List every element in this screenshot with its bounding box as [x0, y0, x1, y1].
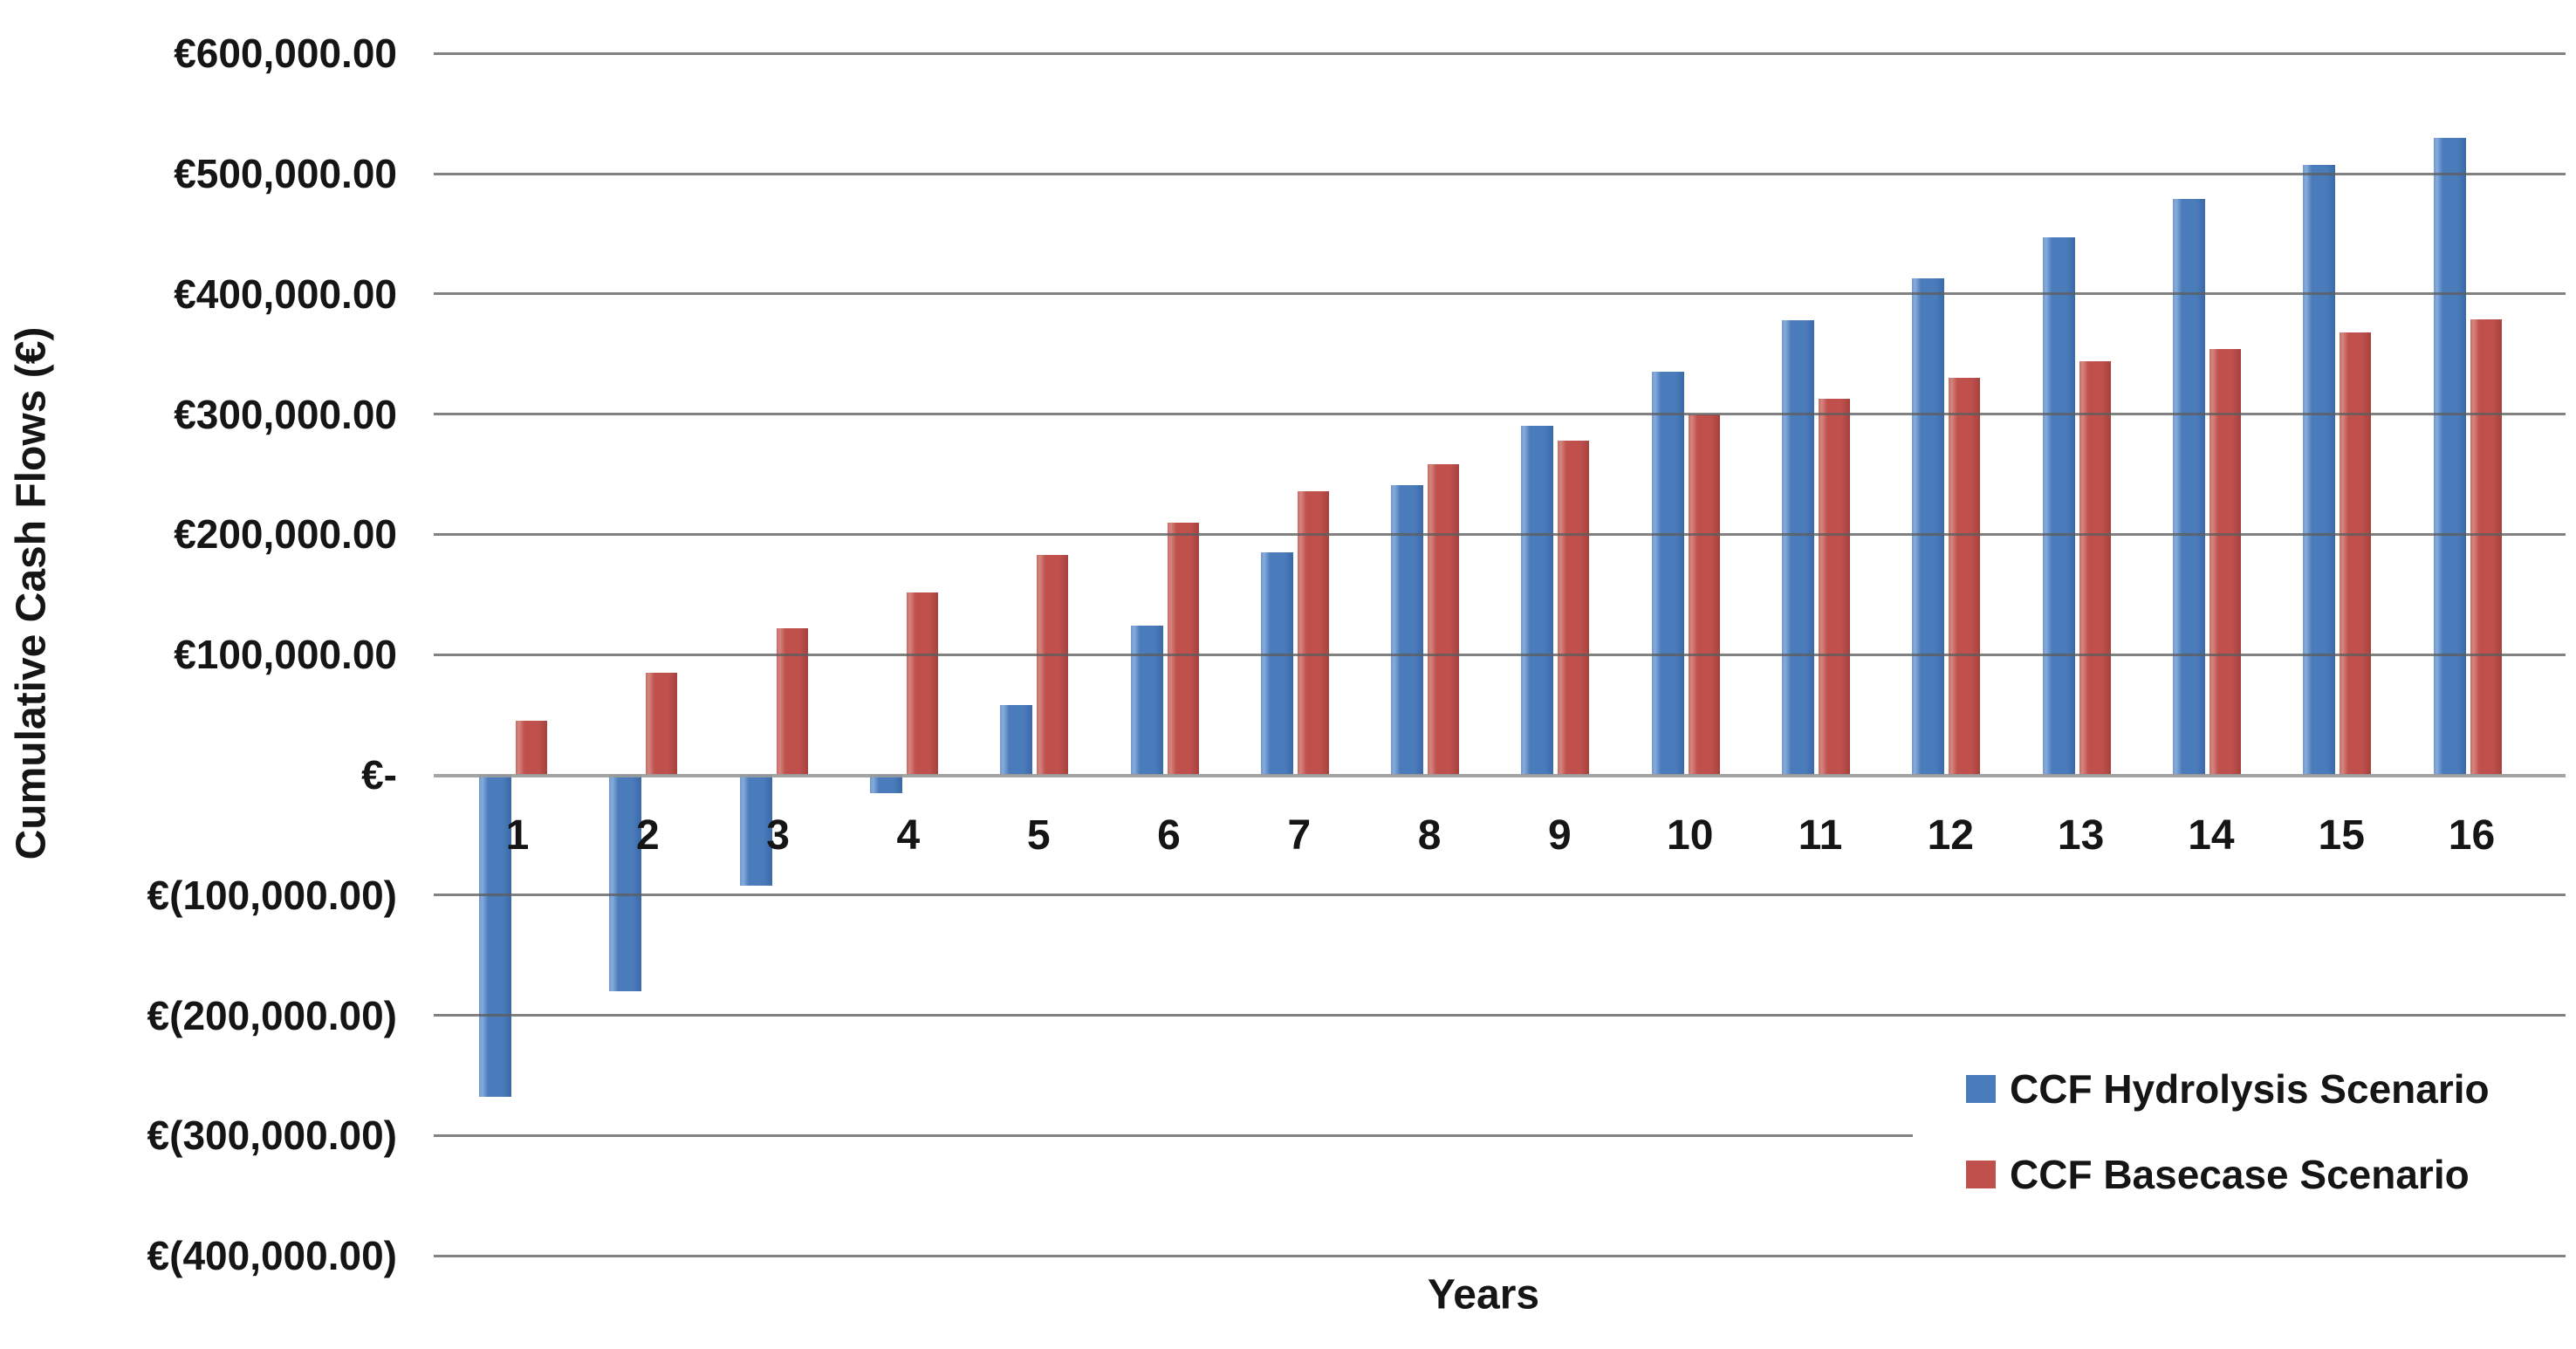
gridline: [434, 292, 2566, 296]
bar-basecase-year-9: [1558, 440, 1590, 775]
y-tick-label: €500,000.00: [174, 151, 397, 196]
bar-hydrolysis-year-10: [1651, 372, 1684, 775]
x-tick-label-year-9: 9: [1548, 812, 1572, 859]
bar-hydrolysis-year-1: [479, 775, 511, 1098]
bar-basecase-year-13: [2079, 360, 2111, 775]
x-tick-label-year-15: 15: [2318, 812, 2365, 859]
x-axis-title: Years: [1427, 1271, 1540, 1318]
bar-basecase-year-4: [906, 592, 938, 775]
x-tick-label-year-7: 7: [1287, 812, 1312, 859]
y-tick-label: €600,000.00: [174, 31, 397, 77]
x-tick-label-year-10: 10: [1666, 812, 1714, 859]
bar-hydrolysis-year-16: [2433, 137, 2466, 775]
y-tick-label: €(100,000.00): [147, 872, 397, 918]
bar-basecase-year-5: [1037, 554, 1069, 775]
gridline: [434, 532, 2566, 536]
gridline: [434, 172, 2566, 175]
bar-hydrolysis-year-12: [1912, 277, 1945, 775]
bar-basecase-year-2: [646, 672, 678, 775]
gridline: [434, 894, 2566, 897]
y-axis-title: Cumulative Cash Flows (€): [8, 326, 55, 860]
gridline: [434, 413, 2566, 416]
x-tick-label-year-12: 12: [1927, 812, 1974, 859]
x-tick-label-year-4: 4: [896, 812, 921, 859]
bar-hydrolysis-year-6: [1130, 626, 1163, 775]
bar-basecase-year-1: [516, 720, 547, 775]
y-tick-label: €300,000.00: [174, 391, 397, 437]
x-tick-label-year-3: 3: [766, 812, 790, 859]
bar-hydrolysis-year-5: [1000, 705, 1033, 775]
bar-hydrolysis-year-3: [739, 775, 772, 886]
y-tick-label: €400,000.00: [174, 270, 397, 317]
bar-hydrolysis-year-7: [1260, 552, 1293, 775]
x-tick-label-year-11: 11: [1798, 812, 1843, 859]
legend-marker-icon: [1966, 1075, 1996, 1103]
bar-hydrolysis-year-15: [2303, 165, 2336, 775]
gridline: [434, 1014, 2566, 1017]
x-tick-label-year-5: 5: [1026, 812, 1051, 859]
bar-basecase-year-16: [2470, 318, 2502, 775]
gridline: [434, 1133, 2566, 1137]
bar-hydrolysis-year-13: [2042, 237, 2075, 775]
y-tick-label: €100,000.00: [174, 632, 397, 678]
x-tick-label-year-16: 16: [2448, 812, 2496, 859]
legend-marker-icon: [1966, 1161, 1996, 1188]
bar-hydrolysis-year-9: [1521, 426, 1554, 775]
x-tick-label-year-8: 8: [1417, 812, 1442, 859]
bar-basecase-year-14: [2209, 349, 2241, 775]
legend-item: CCF Basecase Scenario: [1966, 1152, 2470, 1197]
bar-basecase-year-6: [1167, 522, 1199, 775]
gridline: [434, 653, 2566, 656]
x-tick-label-year-14: 14: [2188, 812, 2235, 859]
y-tick-label: €(300,000.00): [147, 1113, 397, 1159]
y-tick-label: €200,000.00: [174, 511, 397, 558]
bar-hydrolysis-year-2: [609, 775, 642, 992]
bar-basecase-year-12: [1949, 378, 1981, 775]
bar-basecase-year-8: [1428, 464, 1460, 775]
zero-gridline: [434, 773, 2566, 777]
bar-basecase-year-11: [1819, 398, 1850, 775]
bar-basecase-year-3: [776, 627, 808, 775]
y-tick-label: €(400,000.00): [147, 1233, 397, 1279]
bar-hydrolysis-year-8: [1391, 484, 1424, 775]
x-tick-label-year-2: 2: [635, 812, 660, 859]
gridline: [434, 1254, 2566, 1257]
bar-hydrolysis-year-14: [2172, 198, 2205, 775]
gridline: [434, 51, 2566, 55]
legend-label: CCF Basecase Scenario: [2010, 1152, 2470, 1197]
x-tick-label-year-6: 6: [1157, 812, 1181, 859]
legend-label: CCF Hydrolysis Scenario: [2010, 1066, 2490, 1112]
bar-hydrolysis-year-11: [1782, 320, 1814, 775]
legend-item: CCF Hydrolysis Scenario: [1966, 1066, 2490, 1112]
y-tick-label: €-: [361, 752, 397, 798]
bar-basecase-year-7: [1297, 490, 1329, 775]
x-tick-label-year-1: 1: [505, 812, 530, 859]
bar-basecase-year-10: [1688, 414, 1720, 775]
x-tick-label-year-13: 13: [2057, 812, 2105, 859]
bar-basecase-year-15: [2340, 332, 2372, 775]
legend: CCF Hydrolysis Scenario CCF Basecase Scen…: [1913, 1035, 2576, 1241]
bar-hydrolysis-year-4: [869, 775, 902, 793]
y-tick-label: €(200,000.00): [147, 992, 397, 1038]
